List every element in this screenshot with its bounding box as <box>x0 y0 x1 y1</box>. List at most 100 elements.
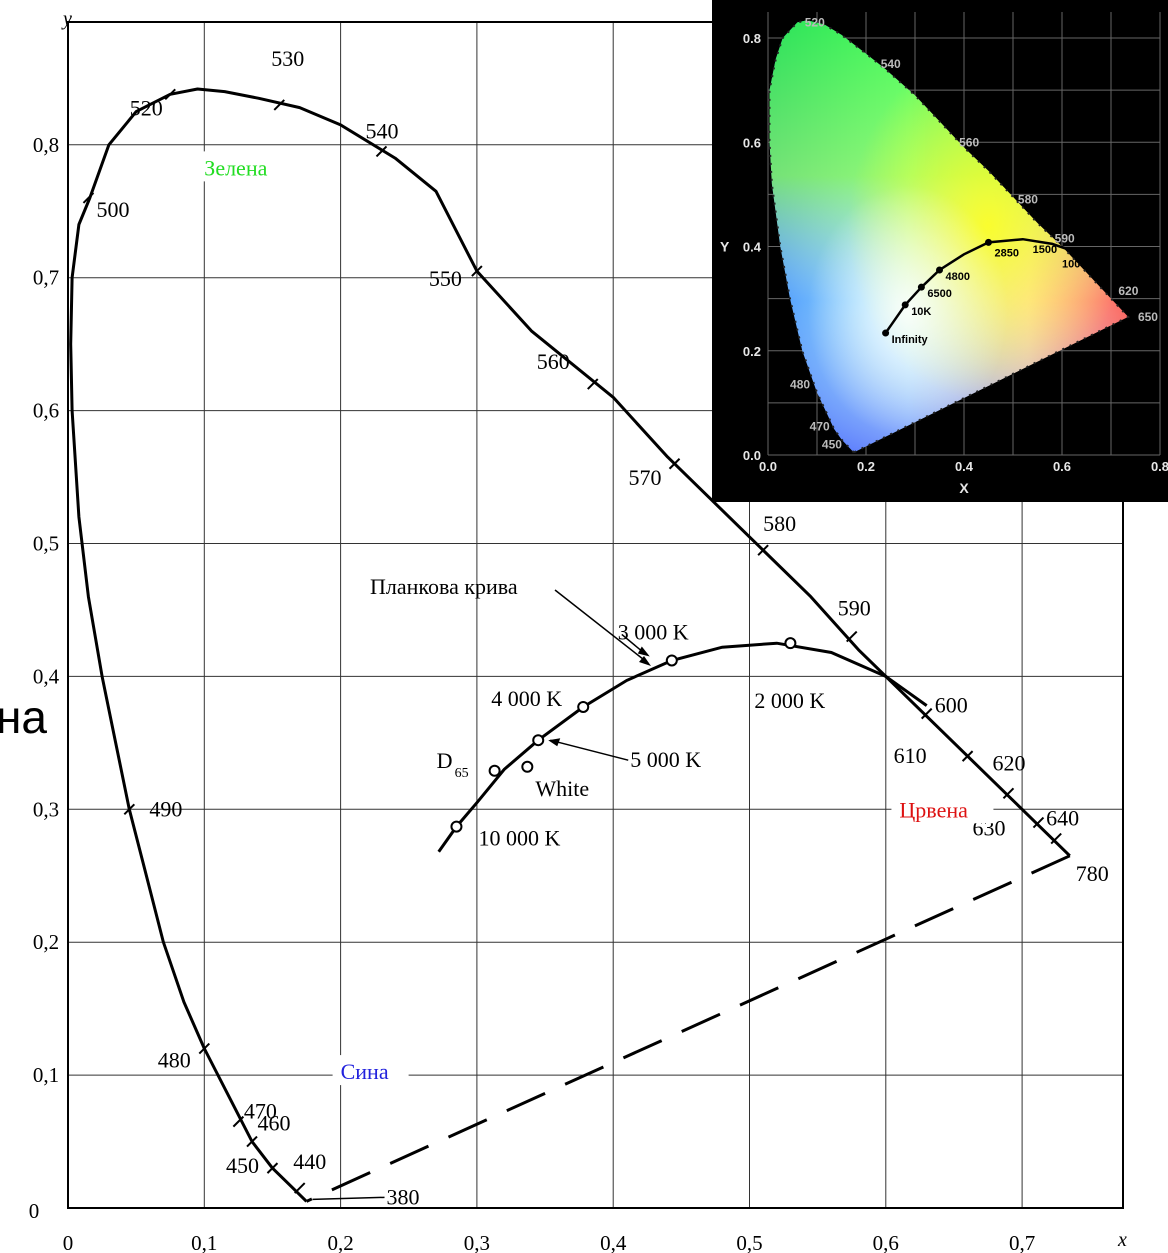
x-tick-label: 0,6 <box>873 1231 899 1253</box>
planck-curve <box>437 641 928 853</box>
cut-off-text: на <box>0 691 47 743</box>
inset-y-tick-label: 0.4 <box>743 240 762 255</box>
wavelength-tick <box>198 1042 211 1055</box>
wavelength-tick <box>164 88 176 101</box>
wavelength-tick <box>961 750 974 762</box>
y-tick-label: 0,4 <box>33 664 60 688</box>
wavelength-tick <box>1050 832 1062 845</box>
inset-wavelength-label: 590 <box>1055 232 1075 246</box>
reference-point-label: D <box>437 748 453 773</box>
wavelength-label: 640 <box>1046 806 1079 831</box>
wavelength-tick <box>1032 816 1045 829</box>
y-tick-labels: 0 0,1 0,2 0,3 0,4 0,5 0,6 0,7 0,8 <box>29 133 60 1223</box>
label-background <box>196 151 299 182</box>
planck-point <box>665 654 678 667</box>
wavelength-label: 480 <box>158 1048 191 1073</box>
wavelength-label: 460 <box>258 1111 291 1136</box>
y-tick-label: 0,3 <box>33 797 59 821</box>
inset-wavelength-label: 580 <box>1018 193 1038 207</box>
wavelength-label: 530 <box>271 46 304 71</box>
callout-arrowhead <box>637 646 650 657</box>
planck-point <box>577 700 590 713</box>
x-tick-label: 0,4 <box>600 1231 627 1253</box>
wavelength-label: 580 <box>763 511 796 536</box>
x-tick-label: 0,3 <box>464 1231 490 1253</box>
region-label: Зелена <box>204 155 267 180</box>
wavelength-label: 380 <box>387 1184 420 1209</box>
inset-wavelength-label: 650 <box>1138 310 1158 324</box>
inset-planck-label: 1500 <box>1033 244 1057 256</box>
y-tick-label: 0,7 <box>33 266 59 290</box>
label-background <box>332 1055 409 1086</box>
y-axis-label: y <box>61 8 72 30</box>
inset-wavelength-label: 560 <box>959 135 979 149</box>
wavelength-label: 450 <box>226 1153 259 1178</box>
spectral-locus <box>69 87 1071 1203</box>
wavelength-tick <box>757 544 769 556</box>
wavelength-tick <box>920 707 933 720</box>
reference-point-subscript: 65 <box>455 766 469 781</box>
inset-planck-curve <box>884 237 1073 334</box>
inset-planck-label: Infinity <box>892 334 929 346</box>
planck-point-label: 2 000 K <box>754 688 825 713</box>
inset-labels: Infinity 10K 6500 4800 2850 1500 1000 520 540 560… <box>720 15 1168 496</box>
callout-arrowhead <box>548 738 561 747</box>
planck-point-label: 10 000 K <box>478 826 560 851</box>
inset-cie-diagram: Infinity 10K 6500 4800 2850 1500 1000 520 540 560… <box>712 0 1168 502</box>
wavelength-tick <box>1002 787 1015 800</box>
inset-planck-label: 6500 <box>927 288 951 300</box>
inset-planck-label: 1000 <box>1062 258 1086 270</box>
inset-curves <box>768 19 1130 454</box>
inset-planck-point <box>936 266 943 274</box>
x-tick-label: 0,5 <box>736 1231 762 1253</box>
inset-planck-point <box>985 238 992 246</box>
inset-y-tick-label: 0.2 <box>743 344 761 359</box>
x-tick-label: 0,1 <box>191 1231 217 1253</box>
wavelength-label: 620 <box>992 750 1025 775</box>
planck-locus: 10 000 K5 000 K4 000 K3 000 K2 000 KПлан… <box>370 574 928 853</box>
wavelength-tick <box>232 1115 245 1128</box>
wavelength-tick <box>123 803 136 816</box>
x-tick-labels: 0 0,1 0,2 0,3 0,4 0,5 0,6 0,7 <box>63 1231 1035 1253</box>
wavelength-label: 550 <box>429 266 462 291</box>
callout-arrow <box>554 589 649 664</box>
wavelength-label: 610 <box>894 743 927 768</box>
inset-wavelength-label: 540 <box>881 57 901 71</box>
wavelength-tick <box>587 378 599 390</box>
region-label: Сина <box>341 1059 389 1084</box>
reference-point <box>521 760 534 773</box>
wavelength-label: 570 <box>629 465 662 490</box>
inset-planck-label: 10K <box>911 306 931 318</box>
region-labels: Зелена Сина Црвена <box>196 151 994 1086</box>
y-tick-label: 0,6 <box>33 399 59 423</box>
wavelength-tick <box>246 1135 258 1148</box>
inset-x-tick-label: 0.6 <box>1053 459 1071 474</box>
reference-point-label: White <box>535 776 589 801</box>
inset-x-tick-label: 0.4 <box>955 459 974 474</box>
inset-y-tick-label: 0.6 <box>743 135 761 150</box>
wavelength-tick <box>375 145 388 158</box>
x-axis-label: x <box>1117 1229 1127 1251</box>
wavelength-tick <box>273 99 285 111</box>
wavelength-label: 590 <box>838 596 871 621</box>
y-tick-label: 0 <box>29 1199 40 1223</box>
y-tick-label: 0,8 <box>33 133 59 157</box>
inset-x-tick-label: 0.8 <box>1151 459 1168 474</box>
main-curves <box>69 87 1071 1203</box>
planck-point <box>784 637 797 650</box>
planck-point-label: 5 000 K <box>630 747 701 772</box>
region-label: Црвена <box>899 797 968 822</box>
wavelength-label: 780 <box>1076 861 1109 886</box>
planck-point <box>532 734 545 747</box>
inset-wavelength-label: 480 <box>790 378 810 392</box>
inset-planck-point <box>917 283 925 291</box>
planck-point-label: 4 000 K <box>491 686 562 711</box>
wavelength-label: 600 <box>935 693 968 718</box>
callout-arrowhead <box>639 656 651 666</box>
wavelength-label: 540 <box>365 118 398 143</box>
label-background <box>891 793 994 824</box>
inset-wavelength-label: 620 <box>1118 284 1138 298</box>
inset-y-tick-label: 0.0 <box>743 448 761 463</box>
inset-x-axis-label: X <box>959 480 969 496</box>
